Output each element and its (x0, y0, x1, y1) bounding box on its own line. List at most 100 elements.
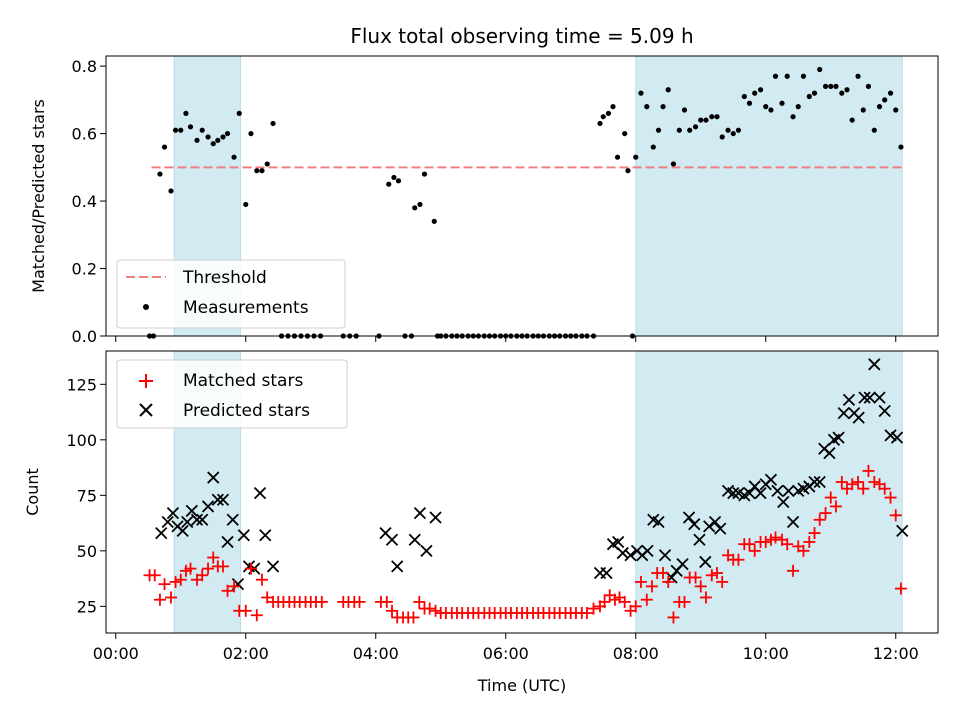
measurement-point (839, 90, 845, 96)
predicted-stars-point (708, 515, 722, 529)
measurement-point (183, 110, 189, 116)
measurement-point (844, 87, 850, 93)
matched-stars-point (667, 611, 680, 624)
predicted-stars-point (413, 506, 427, 520)
matched-stars-point (846, 478, 859, 491)
measurement-point (391, 174, 397, 181)
predicted-stars-point (658, 549, 672, 562)
matched-stars-point (699, 591, 712, 604)
measurement-point (849, 117, 855, 123)
time-x-tick-label: 00:00 (93, 644, 139, 663)
measurement-point (714, 114, 720, 120)
measurement-point (670, 161, 677, 167)
measurement-point (236, 110, 242, 116)
measurement-point (644, 104, 650, 110)
matched-stars-point (244, 562, 257, 575)
measurement-point (811, 90, 818, 96)
matched-stars-point (852, 476, 865, 489)
matched-stars-point (587, 602, 600, 615)
count-y-tick-label: 25 (77, 597, 97, 616)
legend-threshold-label: Threshold (182, 268, 267, 288)
measurement-point (605, 110, 612, 116)
measurement-point (860, 107, 866, 113)
measurement-point (412, 205, 418, 211)
matched-stars-point (640, 593, 653, 606)
measurement-point (752, 90, 758, 96)
matched-stars-point (174, 573, 187, 586)
matched-stars-point (781, 538, 794, 551)
measurement-point (719, 134, 725, 140)
predicted-stars-point (863, 391, 876, 404)
matched-stars-point (239, 604, 252, 617)
measurement-point (660, 104, 666, 110)
ratio-x-ticks (115, 336, 897, 342)
ratio-y-tick-label: 0.6 (72, 125, 97, 144)
matched-stars-point (878, 482, 891, 495)
measurement-point (600, 114, 606, 120)
predicted-stars-point (682, 511, 696, 524)
predicted-stars-point (185, 504, 198, 518)
measurement-point (709, 114, 715, 120)
measurement-point (893, 107, 899, 113)
predicted-stars-point (837, 407, 850, 420)
measurement-point (264, 161, 270, 167)
measurement-point (259, 168, 265, 174)
measurement-point (243, 201, 249, 208)
predicted-stars-point (216, 493, 230, 506)
measurement-point (806, 93, 812, 100)
matched-stars-point (705, 569, 718, 582)
predicted-stars-point (190, 513, 204, 526)
measurement-point (194, 137, 200, 143)
predicted-stars-point (771, 484, 784, 498)
predicted-stars-point (237, 529, 250, 542)
measurement-point (650, 144, 656, 150)
measurement-point (597, 120, 603, 127)
predicted-stars-point (641, 544, 654, 557)
measurement-point (822, 83, 829, 89)
measurement-point (725, 127, 731, 133)
measurement-point (248, 130, 254, 137)
matched-stars-point (884, 491, 897, 504)
matched-stars-point (769, 531, 782, 544)
measurement-point (828, 83, 834, 89)
measurement-point (665, 87, 671, 93)
ratio-legend: Threshold Measurements (116, 259, 346, 329)
measurement-point (178, 127, 184, 133)
predicted-stars-point (612, 535, 625, 549)
measurement-point (784, 73, 790, 79)
measurement-point (622, 130, 628, 137)
measurement-point (417, 201, 423, 208)
measurement-point (421, 171, 428, 177)
measurement-point (676, 127, 682, 133)
matched-stars-point (759, 535, 772, 548)
predicted-stars-point (823, 447, 836, 460)
matched-stars-point (407, 611, 420, 624)
matched-stars-point (657, 567, 670, 580)
matched-stars-point (169, 575, 182, 588)
matched-stars-point (153, 593, 166, 606)
matched-stars-point (716, 575, 729, 588)
measurement-point (395, 178, 402, 184)
legend-measurements-swatch (143, 304, 149, 310)
measurement-point (655, 127, 662, 133)
matched-stars-point (889, 509, 902, 522)
matched-stars-point (581, 607, 593, 620)
measurement-point (871, 127, 877, 133)
predicted-stars-point (764, 473, 778, 486)
matched-stars-point (732, 553, 745, 566)
ratio-y-axis: 0.0 0.2 0.4 0.6 0.8 (72, 57, 106, 346)
measurement-point (800, 73, 807, 79)
matched-stars-point (857, 482, 870, 495)
matched-stars-point (678, 595, 691, 608)
matched-stars-point (196, 569, 209, 582)
predicted-stars-point (676, 558, 689, 571)
measurement-point (633, 154, 639, 160)
measurement-point (210, 141, 216, 147)
measurement-point (887, 90, 894, 96)
predicted-stars-point (688, 518, 701, 531)
measurement-point (681, 107, 688, 113)
measurement-point (779, 100, 785, 106)
matched-stars-point (165, 591, 177, 604)
measurement-point (735, 127, 742, 133)
measurement-point (833, 83, 839, 89)
